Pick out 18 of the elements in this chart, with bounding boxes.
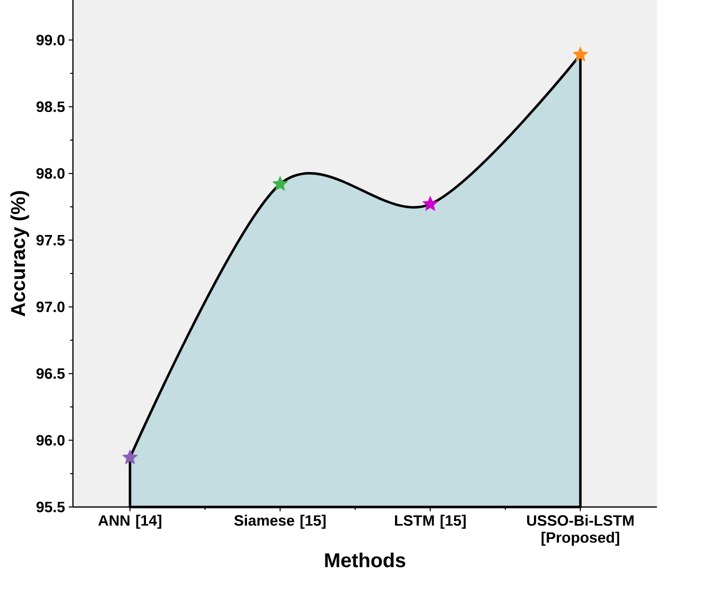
x-tick-label: ANN [14] xyxy=(98,514,162,529)
y-tick-label: 98.5 xyxy=(36,101,65,112)
x-tick-label: USSO-Bi-LSTM [Proposed] xyxy=(527,514,634,546)
y-tick-label: 99.0 xyxy=(36,34,65,46)
point xyxy=(422,196,438,211)
y-axis-title: Accuracy (%) xyxy=(10,191,30,316)
y-tick-label: 96.0 xyxy=(36,434,65,446)
point xyxy=(122,449,138,464)
x-tick-label: Siamese [15] xyxy=(234,514,326,529)
y-tick-label: 96.5 xyxy=(36,368,65,379)
y-tick-label: 95.5 xyxy=(36,502,65,512)
y-tick-label: 98.0 xyxy=(36,168,65,179)
y-tick-label: 97.5 xyxy=(36,234,65,246)
x-axis-title: Methods xyxy=(325,552,406,568)
y-tick-label: 97.0 xyxy=(36,302,65,312)
point xyxy=(272,176,288,191)
point xyxy=(572,46,588,62)
x-tick-label: LSTM [15] xyxy=(395,514,466,529)
